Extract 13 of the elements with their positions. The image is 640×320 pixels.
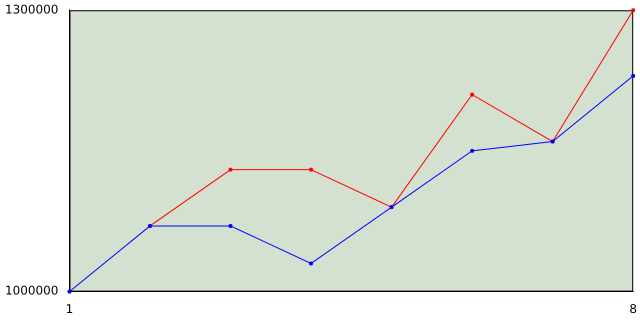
point <box>67 290 72 294</box>
x-tick-label: 8 <box>629 302 638 316</box>
point <box>228 168 233 172</box>
point <box>631 8 636 12</box>
y-tick-label: 1000000 <box>4 284 58 298</box>
point <box>228 224 233 228</box>
y-tick-label: 1300000 <box>4 2 58 16</box>
point <box>631 74 636 78</box>
point <box>309 261 314 266</box>
point <box>309 168 314 172</box>
x-tick-label: 1 <box>66 302 74 316</box>
point <box>470 148 474 153</box>
point <box>470 92 474 97</box>
